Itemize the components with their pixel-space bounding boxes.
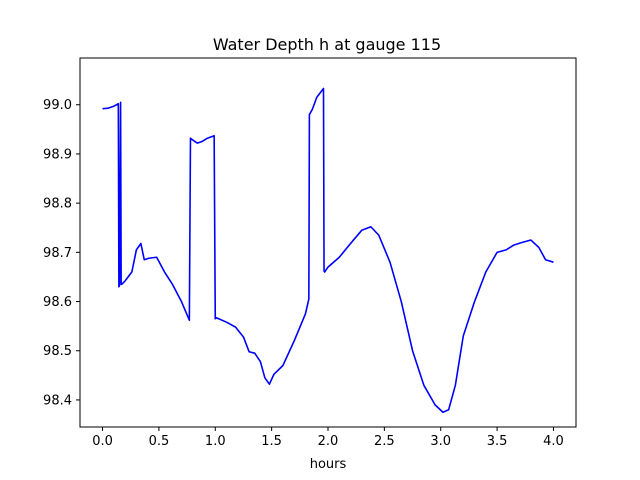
x-tick-label: 3.5 xyxy=(487,434,508,449)
x-tick-label: 2.0 xyxy=(318,434,339,449)
series-line-0 xyxy=(102,87,554,414)
x-axis-label: hours xyxy=(310,457,347,472)
x-tick-label: 0.5 xyxy=(149,434,170,449)
y-tick-label: 98.4 xyxy=(43,393,72,408)
axes: 0.0 0.5 1.0 1.5 2.0 2.5 3.0 3.5 4.0 98.4 98.5 98.6 9… xyxy=(43,57,577,449)
x-tick-label: 2.5 xyxy=(374,434,395,449)
x-tick-label: 1.5 xyxy=(261,434,282,449)
plot-area xyxy=(102,87,554,414)
x-tick-label: 0.0 xyxy=(92,434,113,449)
x-tick-label: 4.0 xyxy=(543,434,564,449)
y-tick-label: 98.6 xyxy=(43,295,72,310)
y-tick-label: 98.8 xyxy=(43,197,72,212)
y-tick-label: 99.0 xyxy=(43,98,72,113)
chart-title: Water Depth h at gauge 115 xyxy=(213,35,441,54)
y-tick-label: 98.9 xyxy=(43,147,72,162)
x-tick-label: 3.0 xyxy=(430,434,451,449)
x-tick-label: 1.0 xyxy=(205,434,226,449)
y-tick-label: 98.7 xyxy=(43,246,72,261)
y-tick-label: 98.5 xyxy=(43,344,72,359)
